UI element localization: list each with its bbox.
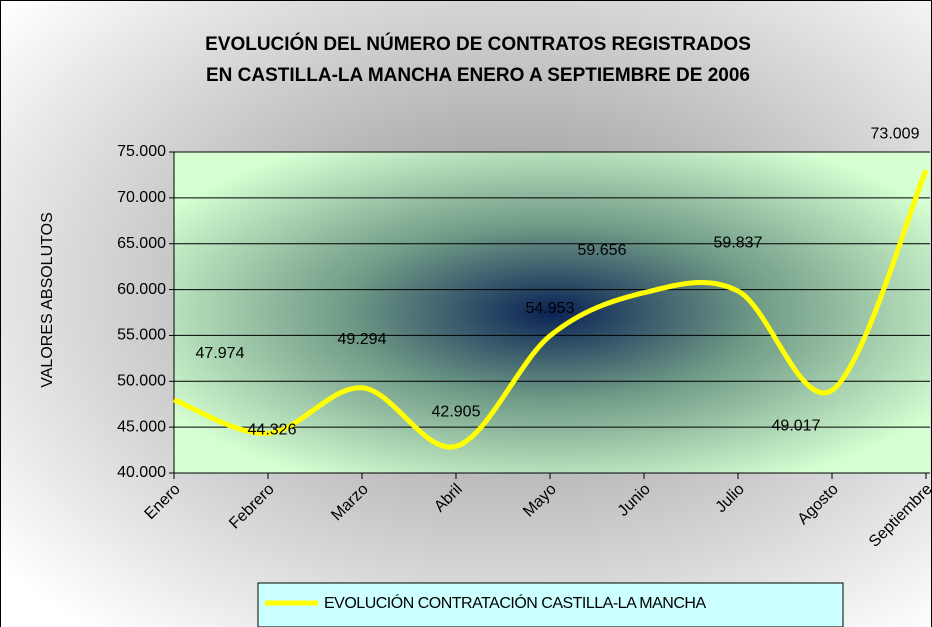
data-label: 49.294 — [338, 331, 387, 348]
y-axis-label: VALORES ABSOLUTOS — [39, 212, 56, 387]
data-line — [173, 169, 929, 450]
y-tick-label: 65.000 — [117, 235, 166, 252]
chart-title: EN CASTILLA-LA MANCHA ENERO A SEPTIEMBRE… — [206, 65, 750, 86]
y-tick-label: 70.000 — [117, 189, 166, 206]
data-label: 59.656 — [578, 242, 627, 259]
y-tick-label: 40.000 — [117, 464, 166, 481]
y-tick-label: 60.000 — [117, 281, 166, 298]
y-tick-label: 75.000 — [117, 143, 166, 160]
data-label: 44.326 — [248, 422, 297, 439]
data-label: 47.974 — [196, 345, 245, 362]
data-label: 59.837 — [714, 234, 763, 251]
data-label: 49.017 — [772, 418, 821, 435]
chart-title: EVOLUCIÓN DEL NÚMERO DE CONTRATOS REGIST… — [205, 33, 751, 55]
legend — [257, 582, 844, 627]
legend-label: EVOLUCIÓN CONTRATACIÓN CASTILLA-LA MANCH… — [324, 593, 706, 612]
data-label: 54.953 — [526, 300, 575, 317]
y-tick-label: 45.000 — [117, 418, 166, 435]
y-tick-label: 55.000 — [117, 327, 166, 344]
y-tick-label: 50.000 — [117, 373, 166, 390]
data-label: 42.905 — [432, 404, 481, 421]
data-label: 73.009 — [871, 125, 920, 142]
